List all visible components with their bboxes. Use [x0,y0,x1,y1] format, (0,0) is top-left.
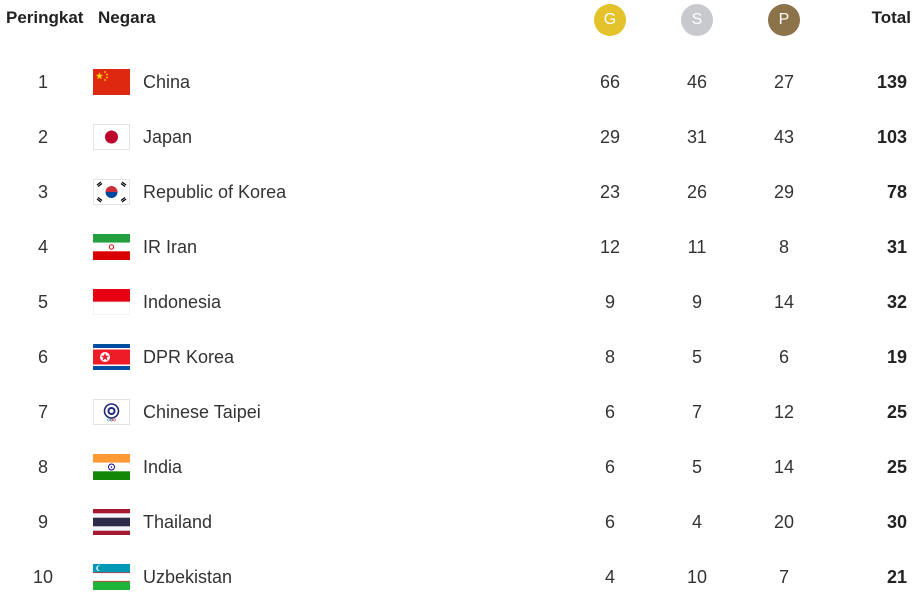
rank-cell: 5 [37,292,48,312]
bronze-count: 7 [778,567,789,587]
indonesia-flag-icon [93,289,130,315]
chinese-taipei-flag-icon [93,399,130,425]
bronze-count: 14 [773,292,795,312]
bronze-count: 8 [778,237,789,257]
rank-cell: 3 [37,182,48,202]
bronze-medal-icon: P [768,4,800,36]
country-header: Negara [98,8,156,27]
total-count: 25 [886,457,907,477]
country-name[interactable]: Thailand [143,512,213,532]
gold-count: 23 [599,182,621,202]
country-name[interactable]: India [143,457,183,477]
table-row[interactable]: 3 Republic of Korea 23 26 29 78 [0,165,921,220]
country-name[interactable]: Chinese Taipei [143,402,261,422]
silver-count: 46 [686,72,708,92]
rank-header: Peringkat [6,8,84,27]
table-row[interactable]: 6 DPR Korea 8 5 6 19 [0,330,921,385]
bronze-count: 20 [773,512,795,532]
rank-cell: 10 [32,567,54,587]
gold-count: 66 [599,72,621,92]
gold-count: 4 [604,567,615,587]
silver-count: 26 [686,182,708,202]
silver-count: 5 [691,347,702,367]
table-row[interactable]: 10 Uzbekistan 4 10 7 21 [0,550,921,605]
country-name[interactable]: China [143,72,191,92]
rank-cell: 9 [37,512,48,532]
rank-cell: 6 [37,347,48,367]
dpr-korea-flag-icon [93,344,130,370]
total-count: 30 [886,512,907,532]
silver-count: 31 [686,127,708,147]
india-flag-icon [93,454,130,480]
japan-flag-icon [93,124,130,150]
bronze-count: 43 [773,127,795,147]
total-count: 78 [886,182,907,202]
total-count: 21 [886,567,907,587]
silver-count: 11 [687,237,707,257]
country-name[interactable]: Indonesia [143,292,222,312]
table-row[interactable]: 2 Japan 29 31 43 103 [0,110,921,165]
korea-flag-icon [93,179,130,205]
silver-count: 5 [691,457,702,477]
table-header: Peringkat Negara G S P Total [0,0,921,40]
table-row[interactable]: 4 IR Iran 12 11 8 31 [0,220,921,275]
rank-cell: 8 [37,457,48,477]
bronze-count: 12 [773,402,795,422]
gold-count: 9 [604,292,615,312]
rank-cell: 4 [37,237,48,257]
gold-count: 6 [604,512,615,532]
total-count: 31 [886,237,907,257]
country-name[interactable]: DPR Korea [143,347,235,367]
table-row[interactable]: 1 China 66 46 27 139 [0,55,921,110]
country-name[interactable]: Japan [143,127,193,147]
china-flag-icon [93,69,130,95]
table-row[interactable]: 7 Chinese Taipei 6 7 12 25 [0,385,921,440]
total-count: 25 [886,402,907,422]
silver-count: 10 [686,567,708,587]
gold-count: 12 [599,237,621,257]
total-count: 139 [876,72,907,92]
gold-count: 6 [604,402,615,422]
total-header: Total [871,8,911,27]
total-count: 19 [886,347,907,367]
silver-count: 4 [691,512,702,532]
bronze-count: 14 [773,457,795,477]
country-name[interactable]: Uzbekistan [143,567,233,587]
rank-cell: 2 [37,127,48,147]
rank-cell: 1 [37,72,48,92]
thailand-flag-icon [93,509,130,535]
total-count: 103 [876,127,907,147]
gold-count: 29 [599,127,621,147]
table-row[interactable]: 9 Thailand 6 4 20 30 [0,495,921,550]
gold-count: 8 [604,347,615,367]
iran-flag-icon [93,234,130,260]
country-name[interactable]: IR Iran [143,237,198,257]
table-row[interactable]: 8 India 6 5 14 25 [0,440,921,495]
gold-medal-icon: G [594,4,626,36]
silver-medal-icon: S [681,4,713,36]
bronze-count: 6 [778,347,789,367]
silver-count: 9 [691,292,702,312]
bronze-count: 27 [773,72,795,92]
bronze-count: 29 [773,182,795,202]
table-row[interactable]: 5 Indonesia 9 9 14 32 [0,275,921,330]
uzbekistan-flag-icon [93,564,130,590]
silver-count: 7 [691,402,702,422]
total-count: 32 [886,292,907,312]
gold-count: 6 [604,457,615,477]
rank-cell: 7 [37,402,48,422]
country-name[interactable]: Republic of Korea [143,182,287,202]
